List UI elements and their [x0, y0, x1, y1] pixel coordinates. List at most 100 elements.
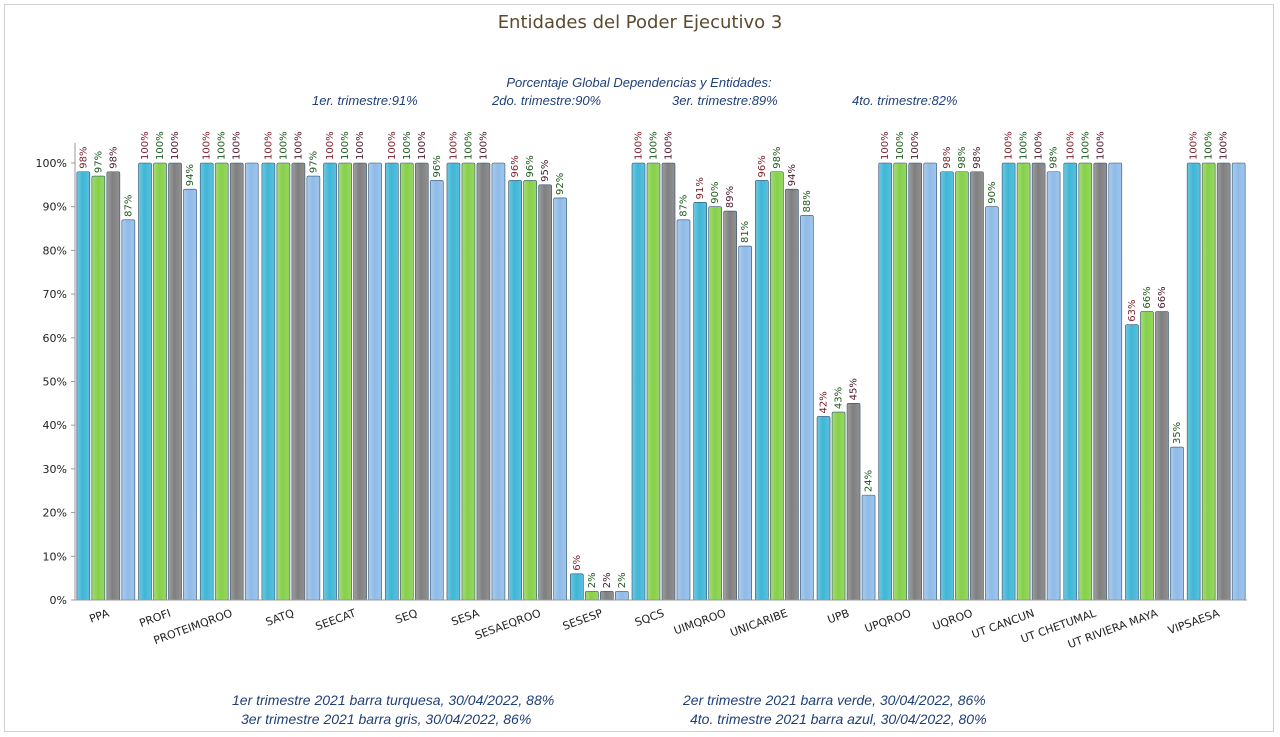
bar-ppa-q2: [91, 175, 106, 601]
data-label: 100%: [263, 131, 274, 160]
data-label: 100%: [278, 131, 289, 160]
bar-ut-chetumal-q1: [1063, 162, 1078, 601]
data-label: 98%: [78, 147, 89, 169]
y-tick-label: 60%: [43, 332, 67, 345]
bar-upb-q2: [831, 411, 846, 601]
bar-sqcs-q1: [631, 162, 646, 601]
data-label: 100%: [1004, 131, 1015, 160]
global-q4: 4to. trimestre:82%: [852, 93, 958, 108]
bar-ut-riviera-maya-q4: [1170, 446, 1184, 601]
bar-upqroo-q1: [878, 162, 893, 601]
bar-satq-q1: [261, 162, 276, 601]
bar-sesa-q4: [491, 162, 506, 601]
y-tick-label: 10%: [43, 550, 67, 563]
data-label: 89%: [725, 186, 736, 208]
bars-layer: [76, 162, 1246, 601]
y-tick-label: 40%: [43, 419, 67, 432]
bar-sesesp-q2: [585, 590, 599, 601]
data-label: 100%: [478, 131, 489, 160]
bar-ppa-q1: [76, 171, 91, 601]
bar-sqcs-q2: [646, 162, 661, 601]
x-category-label: SEQ: [394, 606, 420, 626]
bar-ut-cancun-q3: [1031, 162, 1046, 601]
bar-profi-q1: [138, 162, 152, 601]
bar-ut-cancun-q2: [1016, 162, 1031, 601]
data-label: 63%: [1127, 299, 1138, 321]
data-label: 96%: [525, 155, 536, 177]
data-label: 100%: [170, 131, 181, 160]
data-label: 100%: [1095, 131, 1106, 160]
bar-ut-chetumal-q3: [1093, 162, 1108, 601]
data-label: 66%: [1142, 286, 1153, 308]
y-tick-label: 0%: [50, 594, 67, 607]
y-axis: 0% 10% 20% 30% 40% 50% 60% 70% 80% 90% 100%: [36, 143, 76, 607]
x-category-label: SQCS: [633, 607, 666, 630]
data-label: 100%: [355, 131, 366, 160]
bar-seq-q2: [399, 162, 414, 601]
bar-seecat-q3: [353, 162, 367, 601]
bar-ut-riviera-maya-q3: [1155, 311, 1169, 601]
data-label: 87%: [123, 195, 134, 217]
data-label: 42%: [819, 391, 830, 413]
data-label: 98%: [108, 147, 119, 169]
data-label: 98%: [972, 147, 983, 169]
bar-sesesp-q3: [600, 590, 614, 601]
data-label: 88%: [802, 190, 813, 212]
data-label: 35%: [1172, 422, 1183, 444]
bar-seecat-q1: [323, 162, 337, 601]
data-label: 100%: [634, 131, 645, 160]
bar-profi-q2: [153, 162, 167, 601]
data-label: 100%: [463, 131, 474, 160]
bar-upb-q3: [846, 403, 861, 601]
y-tick-label: 30%: [43, 463, 67, 476]
data-label: 100%: [1219, 131, 1230, 160]
data-label: 98%: [772, 147, 783, 169]
data-label: 6%: [572, 555, 583, 571]
data-label: 100%: [402, 131, 413, 160]
bar-uqroo-q2: [955, 171, 969, 601]
data-label: 66%: [1157, 286, 1168, 308]
data-label: 2%: [602, 572, 613, 588]
data-label: 100%: [202, 131, 213, 160]
bar-ut-riviera-maya-q2: [1140, 311, 1154, 601]
bar-ut-riviera-maya-q1: [1125, 324, 1139, 601]
bar-sesa-q2: [461, 162, 476, 601]
data-label: 90%: [710, 181, 721, 203]
bar-ut-cancun-q4: [1046, 171, 1061, 601]
data-label: 100%: [417, 131, 428, 160]
bar-sesa-q1: [446, 162, 461, 601]
global-q3: 3er. trimestre:89%: [672, 93, 778, 108]
y-tick-label: 50%: [43, 376, 67, 389]
bar-sqcs-q4: [676, 219, 691, 601]
x-category-label: UIMQROO: [672, 606, 728, 637]
bar-sesaeqroo-q2: [523, 180, 537, 601]
bar-seq-q3: [414, 162, 429, 601]
legend-note-q1: 1er trimestre 2021 barra turquesa, 30/04…: [232, 692, 554, 708]
bar-upb-q1: [816, 416, 831, 601]
data-label: 97%: [93, 151, 104, 173]
y-tick-label: 20%: [43, 507, 67, 520]
bar-ppa-q3: [106, 171, 121, 601]
bar-sesaeqroo-q3: [538, 184, 552, 601]
data-label: 100%: [155, 131, 166, 160]
data-label: 98%: [1049, 147, 1060, 169]
data-label: 100%: [217, 131, 228, 160]
x-category-label: SATQ: [264, 606, 296, 628]
data-label: 100%: [910, 131, 921, 160]
y-tick-label: 100%: [36, 157, 67, 170]
x-category-label: SESAEQROO: [473, 606, 543, 642]
bar-uqroo-q4: [985, 206, 999, 601]
bar-sqcs-q3: [661, 162, 676, 601]
bar-uimqroo-q2: [708, 206, 722, 601]
data-label: 100%: [232, 131, 243, 160]
y-tick-label: 90%: [43, 201, 67, 214]
bar-satq-q4: [306, 175, 321, 601]
x-category-label: UQROO: [931, 606, 975, 633]
bar-upqroo-q3: [908, 162, 923, 601]
data-label: 81%: [740, 221, 751, 243]
bar-profi-q3: [168, 162, 182, 601]
bar-sesa-q3: [476, 162, 491, 601]
bar-upb-q4: [861, 494, 876, 601]
